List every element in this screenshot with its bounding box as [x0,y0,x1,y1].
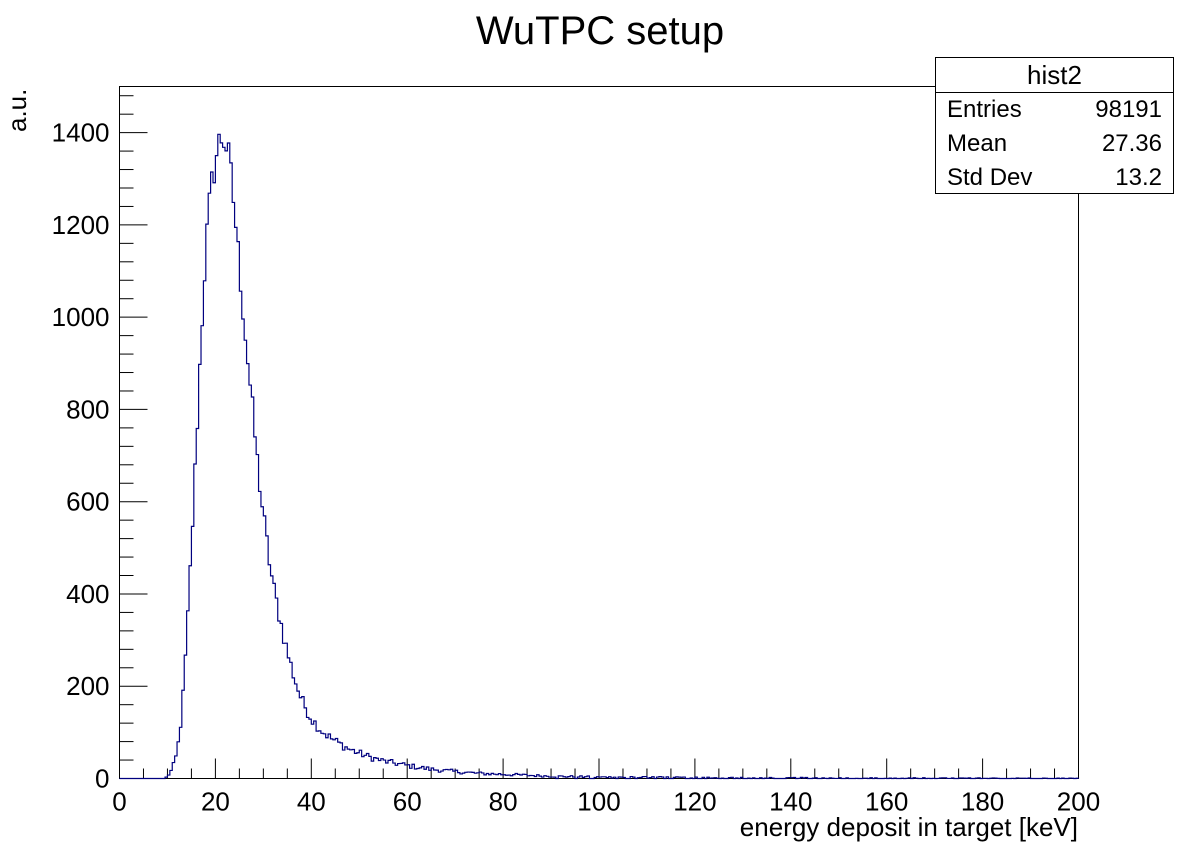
entries-value: 98191 [1095,96,1162,123]
x-tick-label: 100 [577,787,620,817]
stats-row-mean: Mean 27.36 [936,127,1173,161]
x-axis-label: energy deposit in target [keV] [740,812,1078,842]
x-tick-label: 180 [961,787,1004,817]
x-tick-label: 20 [201,787,230,817]
stddev-label: Std Dev [947,164,1033,191]
y-tick-label: 200 [66,671,109,701]
axis-ticks [119,95,1079,779]
y-tick-label: 600 [66,487,109,517]
x-tick-label: 140 [769,787,812,817]
x-tick-label: 120 [673,787,716,817]
stats-row-stddev: Std Dev 13.2 [936,161,1173,195]
y-tick-label: 1400 [52,118,110,148]
y-tick-label: 400 [66,579,109,609]
y-tick-label: 1200 [52,210,110,240]
entries-label: Entries [947,96,1022,123]
x-tick-label: 0 [112,787,126,817]
y-tick-label: 1000 [52,302,110,332]
x-tick-label: 40 [297,787,326,817]
stats-row-entries: Entries 98191 [936,93,1173,127]
x-tick-label: 160 [865,787,908,817]
y-tick-label: 800 [66,394,109,424]
stddev-value: 13.2 [1115,164,1162,191]
histogram-line [119,133,1080,780]
stats-title: hist2 [936,58,1173,93]
mean-label: Mean [947,130,1008,157]
stats-box: hist2 Entries 98191 Mean 27.36 Std Dev 1… [935,57,1174,194]
y-tick-labels: 0 200 400 600 800 1000 1200 1400 [52,118,110,794]
x-tick-labels: 0 20 40 60 80 100 120 140 160 180 200 [112,787,1100,817]
x-tick-label: 200 [1057,787,1100,817]
chart-title: WuTPC setup [476,9,724,53]
y-axis-label: a.u. [2,89,32,132]
x-tick-label: 60 [393,787,422,817]
x-tick-label: 80 [489,787,518,817]
mean-value: 27.36 [1101,130,1162,157]
y-tick-label: 0 [95,764,109,794]
